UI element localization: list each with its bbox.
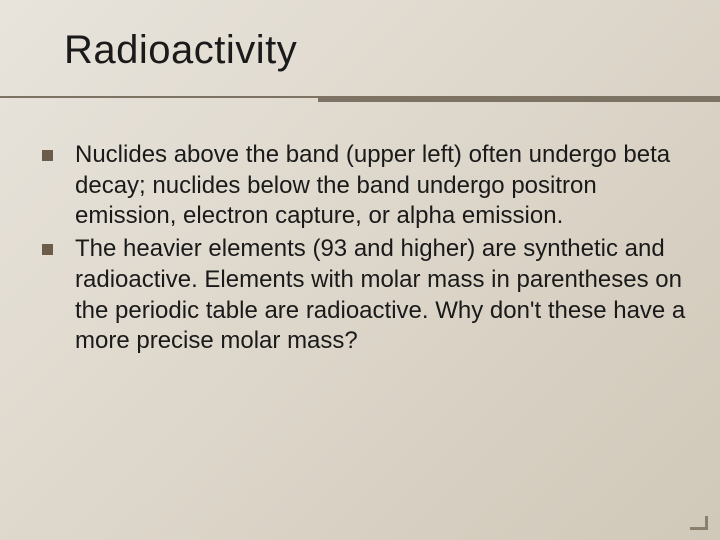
list-item: The heavier elements (93 and higher) are… <box>42 234 690 357</box>
bullet-list: Nuclides above the band (upper left) oft… <box>42 140 690 359</box>
list-item: Nuclides above the band (upper left) oft… <box>42 140 690 232</box>
rule-thin-segment <box>0 96 318 98</box>
bullet-icon <box>42 150 53 161</box>
slide-title: Radioactivity <box>64 28 720 73</box>
bullet-icon <box>42 244 53 255</box>
title-underline <box>0 96 720 102</box>
corner-accent-icon <box>690 516 708 530</box>
rule-thick-segment <box>318 96 720 102</box>
bullet-text: The heavier elements (93 and higher) are… <box>75 234 690 357</box>
bullet-text: Nuclides above the band (upper left) oft… <box>75 140 690 232</box>
